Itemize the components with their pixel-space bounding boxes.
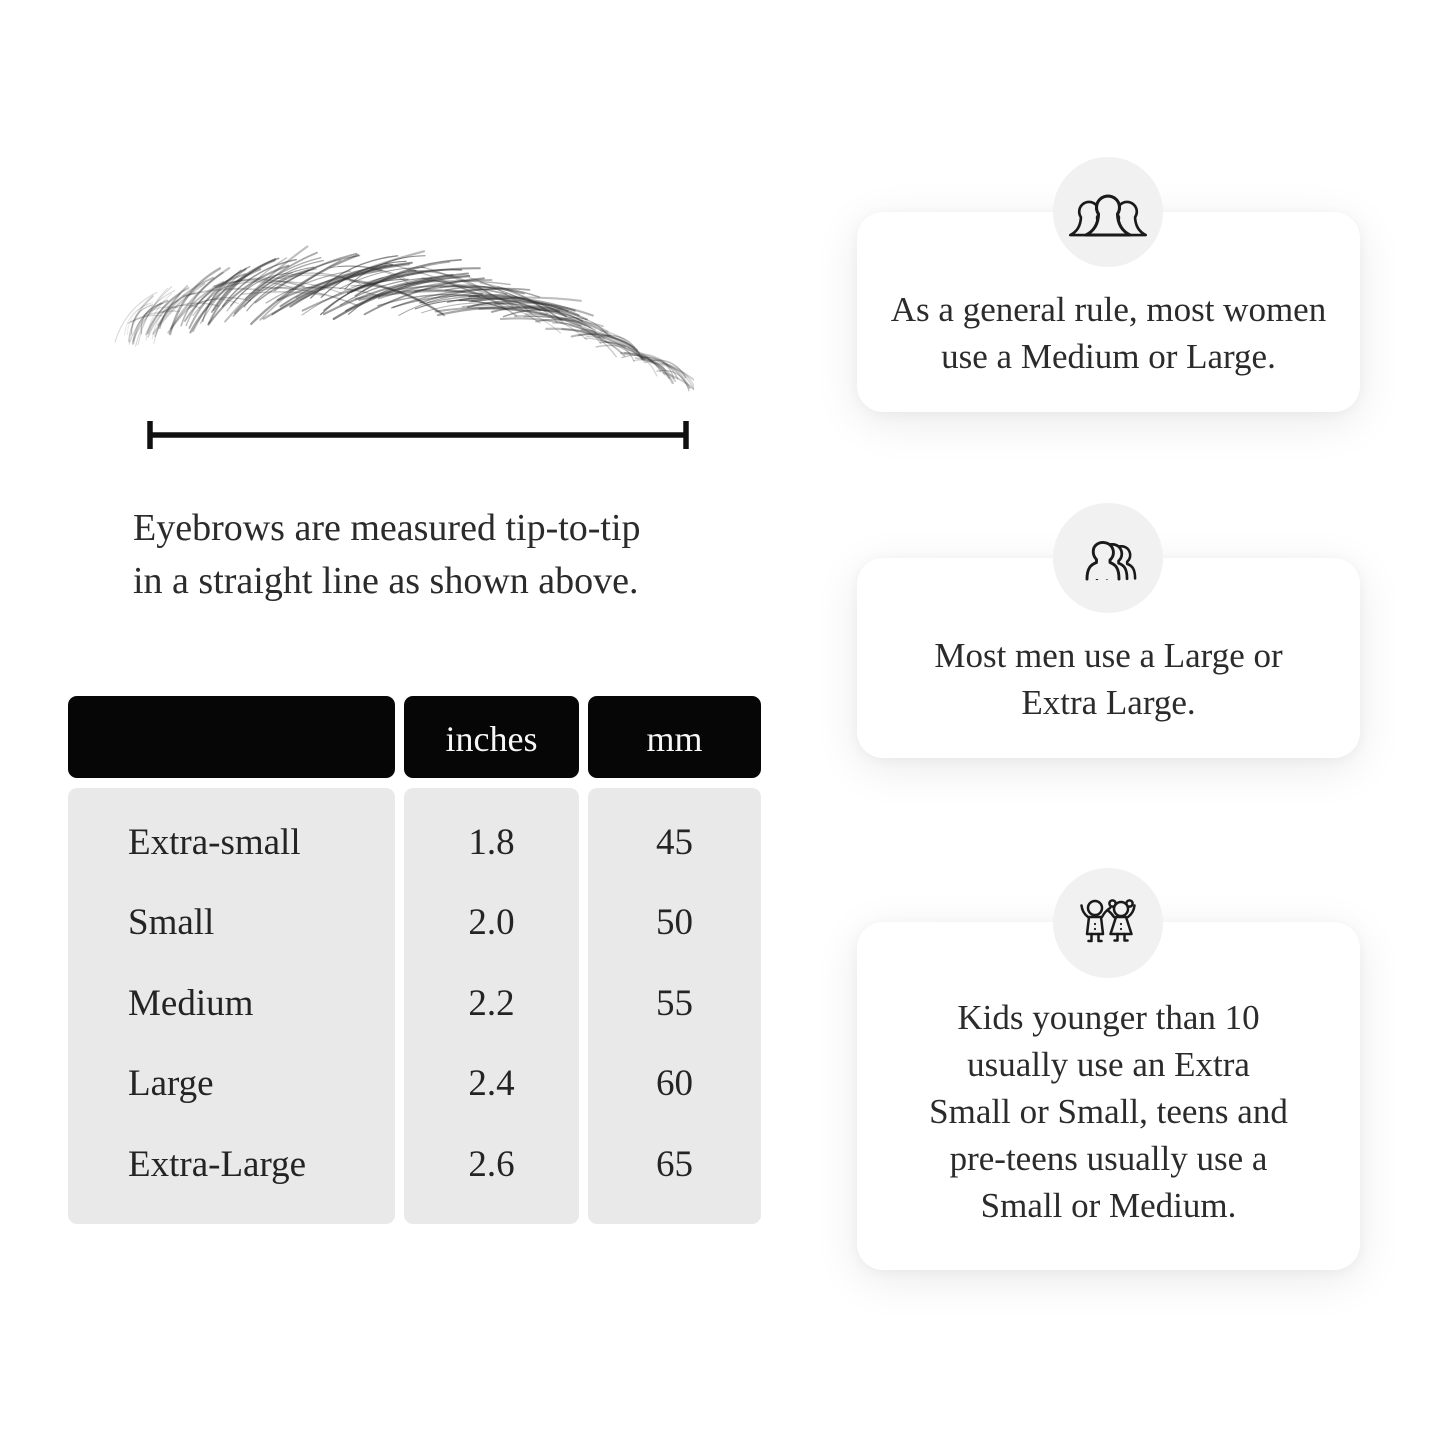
table-cell-inches: 2.6 [468, 1143, 515, 1185]
mm-column: 45 50 55 60 65 [588, 788, 761, 1224]
table-row-label: Medium [128, 982, 254, 1024]
women-card-line-2: use a Medium or Large. [941, 337, 1276, 376]
men-card-line-2: Extra Large. [1021, 683, 1196, 722]
children-icon [1053, 868, 1163, 978]
women-group-icon [1053, 157, 1163, 267]
men-group-icon [1053, 503, 1163, 613]
eyebrow-illustration [114, 234, 707, 404]
table-cell-inches: 2.2 [468, 982, 515, 1024]
kids-card-line-5: Small or Medium. [980, 1186, 1237, 1225]
kids-card-line-3: Small or Small, teens and [929, 1092, 1288, 1131]
table-cell-mm: 60 [656, 1063, 693, 1104]
table-cell-inches: 1.8 [468, 821, 515, 863]
size-label-column: Extra-small Small Medium Large Extra-Lar… [68, 788, 395, 1224]
women-group-icon-glyph [1068, 194, 1148, 237]
kids-card-line-1: Kids younger than 10 [957, 998, 1260, 1037]
tip-to-tip-measurement-line-icon [147, 421, 689, 449]
caption-line-2: in a straight line as shown above. [133, 560, 639, 602]
kids-card-line-4: pre-teens usually use a [949, 1139, 1268, 1178]
size-table-header: inches mm [68, 696, 765, 778]
table-cell-mm: 65 [656, 1143, 693, 1185]
kids-info-card: Kids younger than 10 usually use an Extr… [857, 922, 1360, 1270]
header-cell-mm: mm [588, 696, 761, 778]
header-cell-inches: inches [404, 696, 579, 778]
table-cell-mm: 55 [656, 982, 693, 1024]
table-cell-mm: 45 [656, 821, 693, 863]
children-icon-glyph [1080, 899, 1136, 943]
measurement-caption: Eyebrows are measured tip-to-tip in a st… [133, 502, 753, 608]
table-row-label: Extra-small [128, 821, 301, 863]
caption-line-1: Eyebrows are measured tip-to-tip [133, 507, 641, 549]
size-table: inches mm Extra-small Small Medium Large… [68, 696, 765, 1224]
table-row-label: Extra-Large [128, 1143, 307, 1185]
size-table-body: Extra-small Small Medium Large Extra-Lar… [68, 788, 765, 1224]
table-row-label: Large [128, 1063, 214, 1104]
men-card-line-1: Most men use a Large or [934, 636, 1283, 675]
table-row-label: Small [128, 902, 215, 943]
table-cell-inches: 2.4 [468, 1063, 515, 1104]
table-cell-mm: 50 [656, 902, 693, 943]
inches-column: 1.8 2.0 2.2 2.4 2.6 [404, 788, 579, 1224]
eyebrow-hairs [114, 245, 707, 404]
measurement-line [144, 417, 692, 453]
header-cell-size [68, 696, 395, 778]
table-cell-inches: 2.0 [468, 902, 515, 943]
kids-card-line-2: usually use an Extra [967, 1045, 1250, 1084]
men-group-icon-glyph [1085, 541, 1137, 581]
women-card-line-1: As a general rule, most women [890, 290, 1327, 329]
